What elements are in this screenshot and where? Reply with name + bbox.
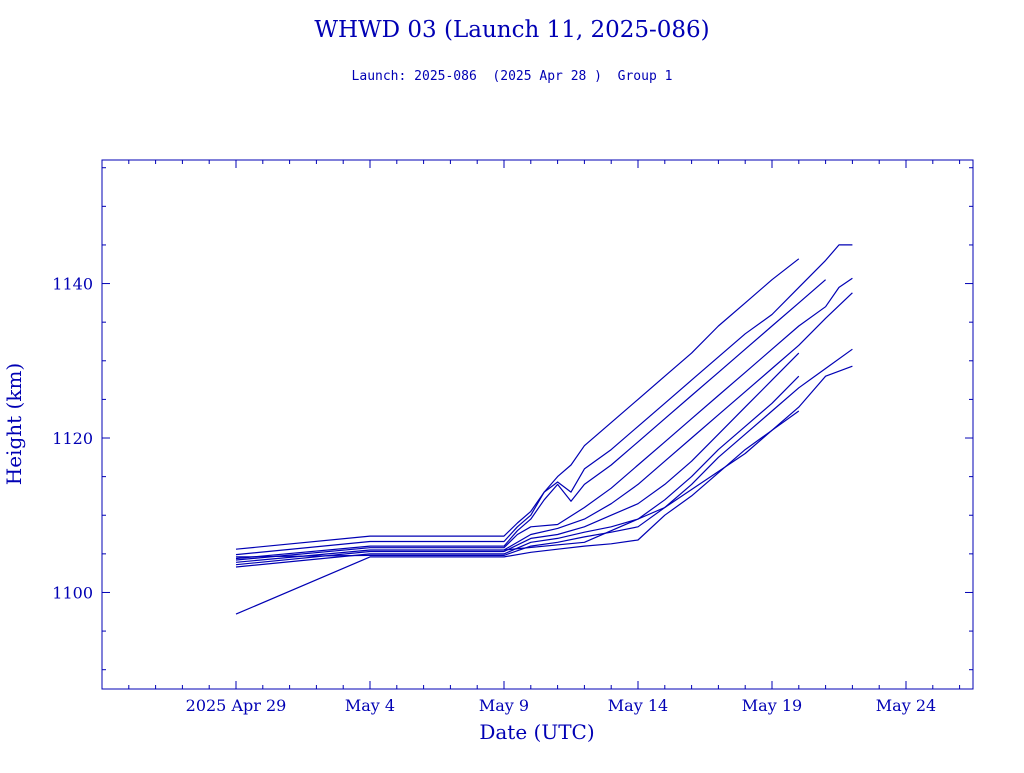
- series-line-6: [235, 352, 800, 566]
- series-line-9: [235, 410, 800, 615]
- series-line-8: [235, 348, 853, 558]
- series-line-7: [235, 375, 800, 568]
- chart-title: WHWD 03 (Launch 11, 2025-086): [314, 17, 709, 43]
- x-tick-label: 2025 Apr 29: [186, 696, 287, 715]
- series-group: [235, 244, 853, 615]
- x-tick-label: May 9: [479, 696, 529, 715]
- x-tick-label: May 14: [608, 696, 668, 715]
- y-axis-label: Height (km): [2, 363, 26, 485]
- chart-subtitle: Launch: 2025-086 (2025 Apr 28 ) Group 1: [352, 69, 673, 84]
- x-tick-label: May 19: [742, 696, 802, 715]
- plot-border: [101, 159, 974, 690]
- x-tick-label: May 24: [876, 696, 936, 715]
- x-tick-label: May 4: [345, 696, 395, 715]
- series-line-4: [235, 277, 853, 561]
- y-tick-label: 1100: [52, 583, 93, 602]
- axis-ticks: 2025 Apr 29 May 4 May 9 May 14 May 19 May 24 1…: [52, 160, 973, 715]
- y-tick-label: 1120: [52, 429, 93, 448]
- series-line-2: [235, 244, 853, 556]
- series-line-5: [235, 292, 853, 563]
- series-line-10: [503, 365, 853, 551]
- y-tick-label: 1140: [52, 275, 93, 294]
- series-line-1: [235, 258, 800, 550]
- x-axis-label: Date (UTC): [479, 720, 594, 744]
- plot-frame: [101, 159, 974, 690]
- series-line-3: [235, 279, 826, 560]
